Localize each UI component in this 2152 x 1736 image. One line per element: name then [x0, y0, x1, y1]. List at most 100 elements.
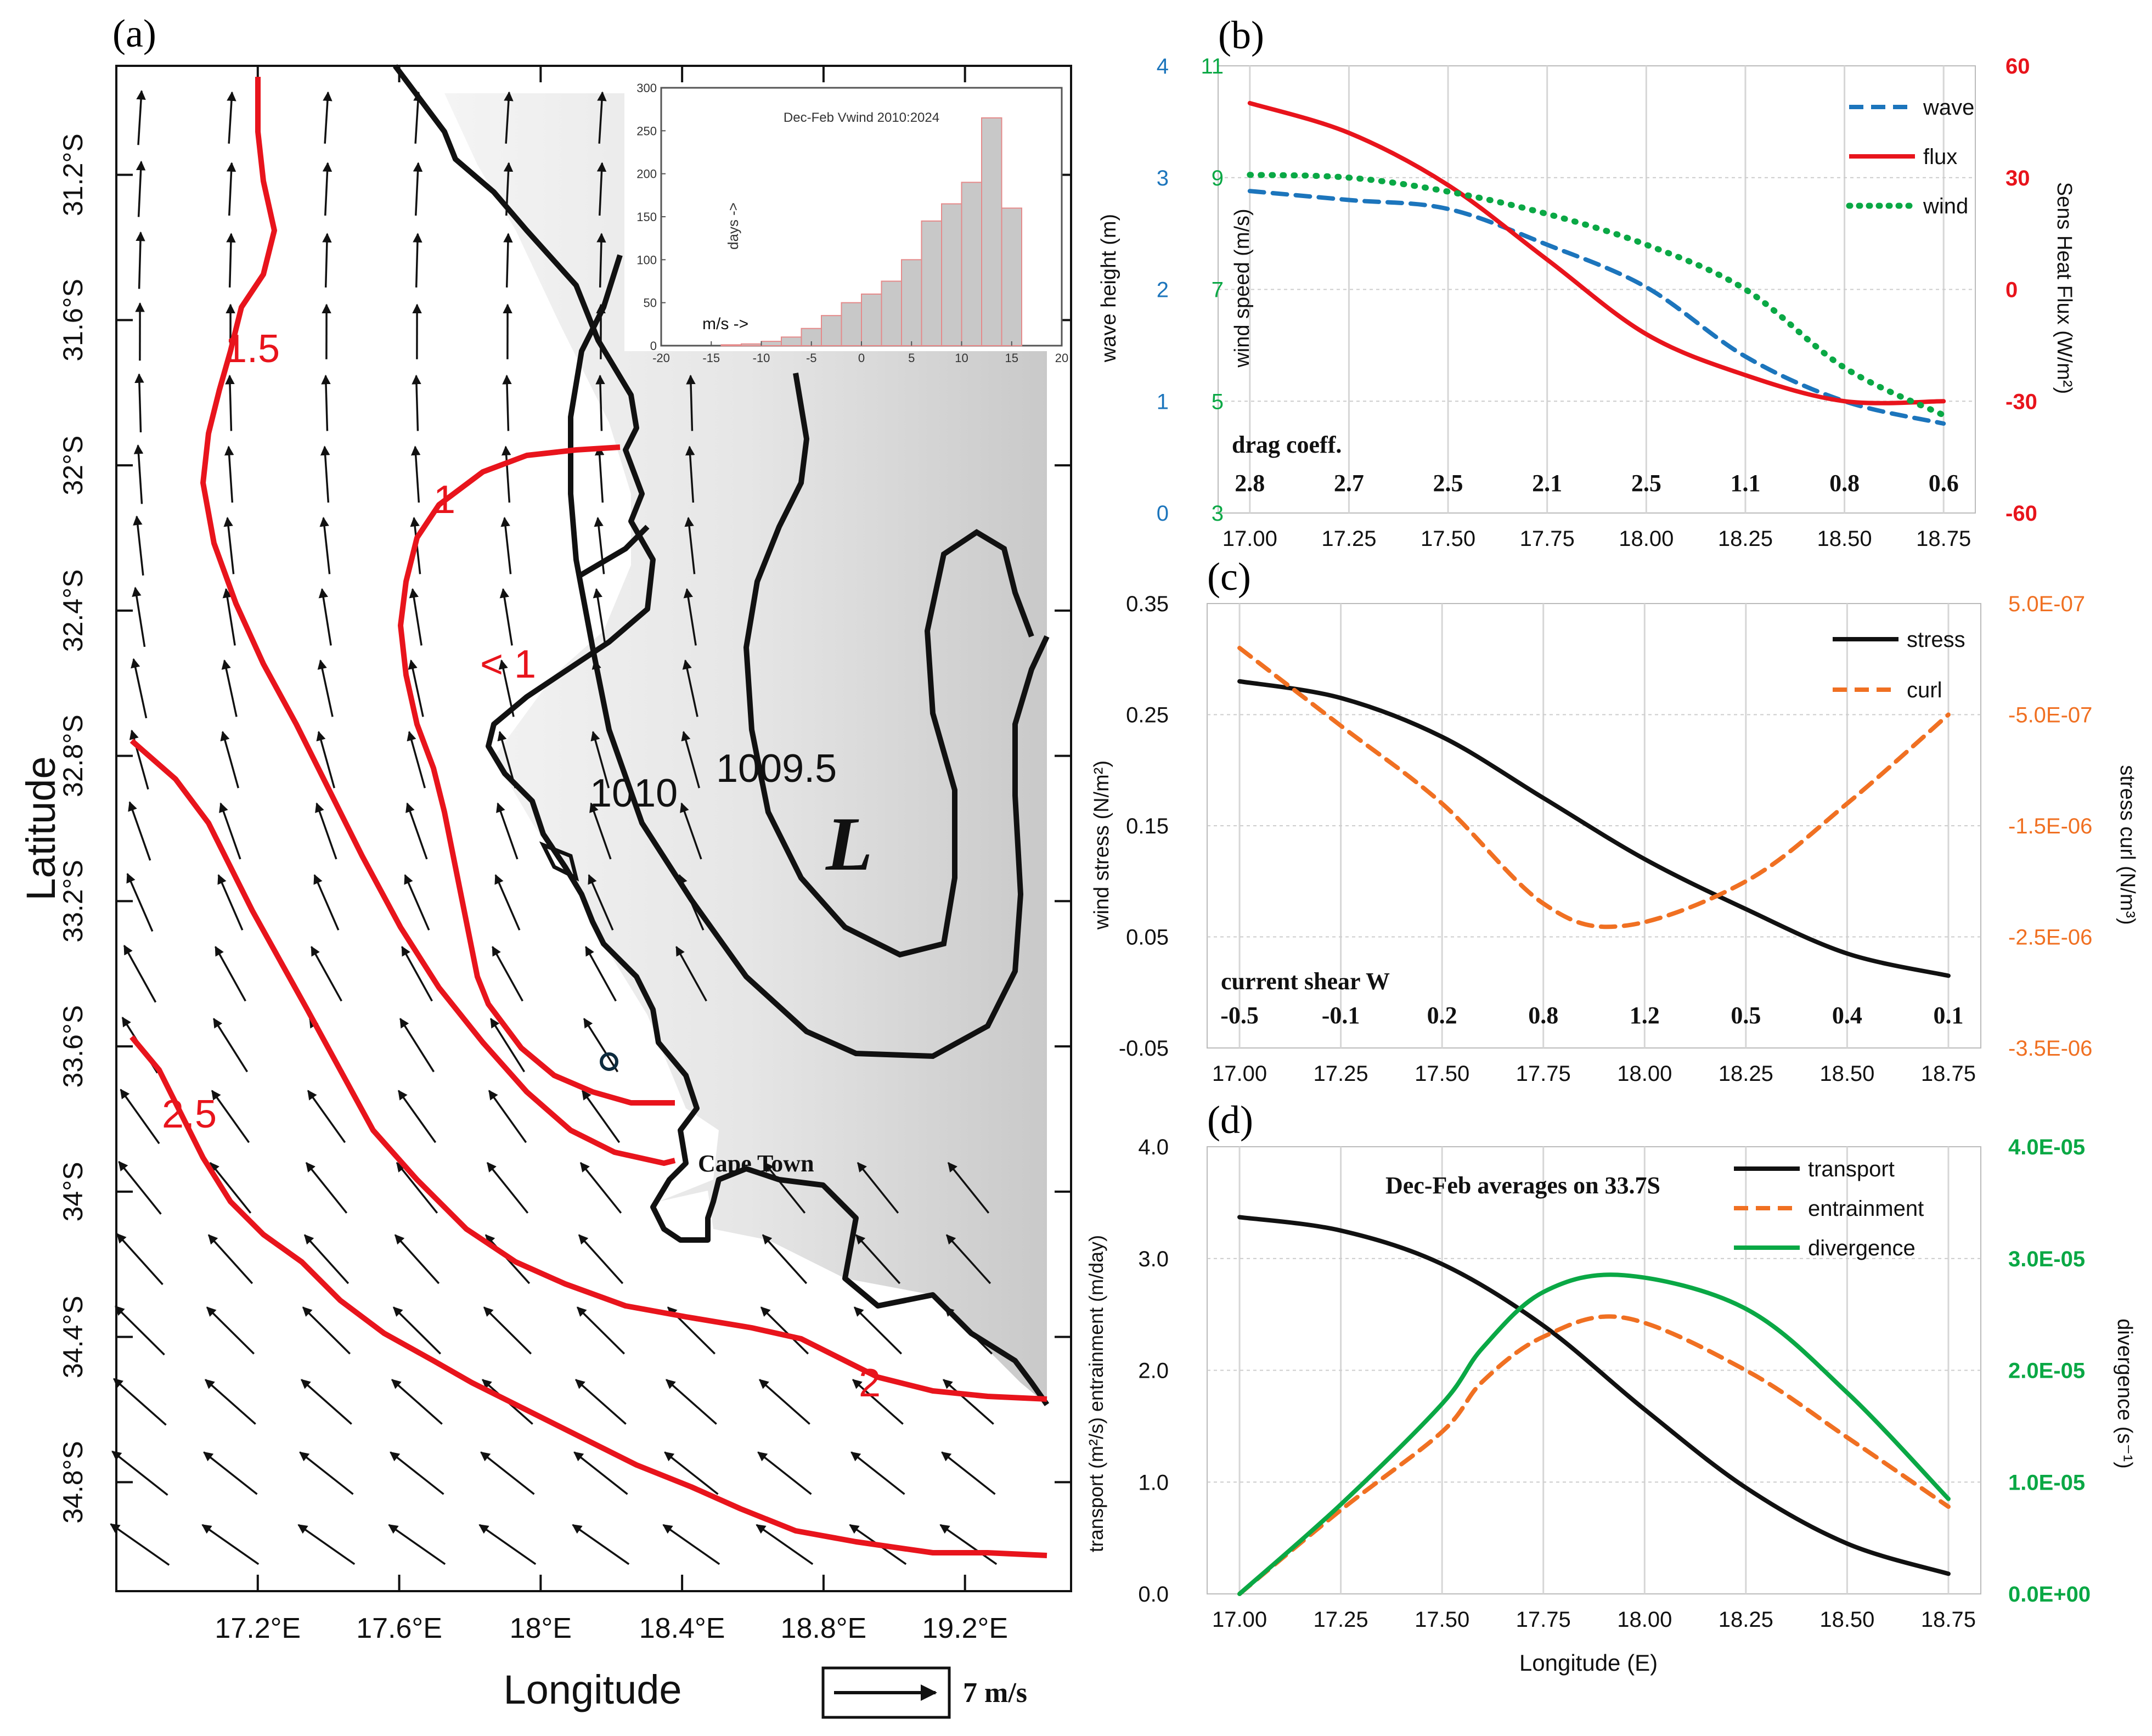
wind-vector: [297, 1524, 356, 1565]
b-xtick-label: 17.50: [1421, 527, 1475, 551]
c-ytick-left: 0.05: [1126, 926, 1169, 950]
wind-vector: [322, 162, 333, 216]
d-legend-label-entrainment: entrainment: [1808, 1197, 1924, 1221]
inset-xtick-label: 5: [908, 351, 915, 365]
wind-vector: [409, 588, 422, 646]
b-xtick-label: 17.25: [1321, 527, 1376, 551]
inset-xtick-label: -20: [652, 351, 670, 365]
d-title: Dec-Feb averages on 33.7S: [1385, 1172, 1660, 1199]
inset-xtick-label: 20: [1055, 351, 1068, 365]
wind-vector: [497, 731, 516, 788]
panel-label-d: (d): [1207, 1098, 1253, 1142]
map-ytick-label: 34°S: [58, 1162, 88, 1221]
wind-vector: [311, 946, 342, 1002]
inset-bar: [881, 280, 902, 346]
wind-vector: [299, 1451, 354, 1495]
wind-vector: [756, 1524, 814, 1565]
wind-vector: [498, 659, 515, 717]
b-ylabel-wind: wind speed (m/s): [1231, 208, 1254, 368]
b-ytick-right: -30: [2005, 390, 2037, 414]
wind-vector: [588, 874, 614, 931]
map-ylabel: Latitude: [18, 756, 64, 900]
inset-ytick-label: 200: [636, 167, 657, 181]
wind-vector: [408, 659, 424, 717]
b-ytick-right: 60: [2005, 54, 2030, 78]
wind-vector: [128, 801, 151, 861]
wind-vector: [575, 1379, 627, 1425]
contour-1: [398, 444, 675, 1106]
d-ytick-left: 2.0: [1138, 1359, 1169, 1383]
wind-vector: [941, 1451, 996, 1495]
map-xtick-label: 19.2°E: [922, 1613, 1008, 1644]
wind-vector: [212, 1018, 249, 1073]
d-xtick-label: 18.25: [1719, 1608, 1773, 1632]
d-xtick-label: 17.00: [1212, 1608, 1267, 1632]
b-series-flux: [1247, 100, 1946, 405]
inset-bar: [941, 203, 962, 346]
b-annotation-value: 0.6: [1929, 470, 1959, 497]
wind-vector: [134, 373, 144, 432]
wind-vector: [301, 1379, 352, 1425]
b-xtick-label: 17.00: [1223, 527, 1277, 551]
inset-ylabel: days ->: [725, 202, 741, 250]
inset-title: Dec-Feb Vwind 2010:2024: [784, 110, 939, 125]
inset-bar: [821, 315, 842, 347]
wind-vector: [405, 802, 428, 860]
b-annotation-value: 1.1: [1730, 470, 1760, 497]
ticks-b: 17.00 17.25 17.50 17.75 18.00 18.25 18.50 18.75…: [1157, 54, 2037, 551]
wind-vector: [211, 1090, 250, 1143]
wind-vector: [503, 233, 513, 288]
wind-vector: [578, 1234, 624, 1284]
legend-c: stress curl: [1833, 628, 1965, 702]
d-xtick-label: 17.25: [1314, 1608, 1368, 1632]
wind-vector: [483, 1306, 532, 1355]
wind-vector: [590, 731, 610, 788]
d-xtick-label: 18.75: [1921, 1608, 1976, 1632]
wind-vector: [945, 1234, 992, 1284]
map-xtick-label: 18.8°E: [781, 1613, 867, 1644]
inset-bar: [921, 220, 942, 347]
wind-vector: [499, 588, 513, 646]
d-ylabel-left: transport (m²/s) entrainment (m/day): [1085, 1235, 1107, 1552]
inset-bar: [981, 117, 1002, 346]
c-ytick-right: -2.5E-06: [2008, 926, 2092, 950]
wind-vector: [855, 1234, 901, 1284]
b-annotation-value: 2.1: [1532, 470, 1562, 497]
map-ytick-label: 34.4°S: [58, 1295, 88, 1378]
wind-vector: [407, 731, 426, 788]
grid-d: [1207, 1146, 1981, 1594]
wind-vector: [133, 515, 144, 576]
wind-vector: [131, 658, 148, 719]
wind-vector: [685, 446, 695, 503]
b-annotation-value: 2.7: [1334, 470, 1364, 497]
pressure-contour-1010-branch: [577, 525, 650, 579]
wind-vector: [675, 946, 707, 1002]
legend-b: wave flux wind: [1846, 95, 1974, 218]
c-ytick-left: 0.35: [1126, 592, 1169, 616]
contour-label-1-5: 1.5: [225, 327, 280, 371]
inset-xtick-label: 15: [1005, 351, 1018, 365]
wind-vector: [116, 1233, 164, 1286]
c-ytick-right: -1.5E-06: [2008, 814, 2092, 838]
wind-vector: [683, 588, 697, 646]
wind-vector: [401, 946, 433, 1002]
map-ytick-label: 32°S: [58, 436, 88, 495]
c-xtick-label: 17.00: [1212, 1062, 1267, 1086]
wind-vector: [219, 802, 241, 860]
wind-vector: [678, 874, 705, 931]
wind-vector: [136, 231, 145, 289]
wind-vector: [680, 802, 702, 860]
series-b: [1247, 100, 1947, 426]
wind-vector: [504, 91, 514, 144]
wind-vector: [132, 587, 146, 647]
wind-vector: [225, 374, 235, 431]
inset-xtick-label: -15: [702, 351, 720, 365]
wind-vector: [115, 1305, 165, 1356]
vector-key-label: 7 m/s: [963, 1677, 1027, 1709]
wind-vector: [579, 1162, 622, 1214]
d-series-transport: [1237, 1215, 1951, 1576]
wind-vector: [307, 1090, 346, 1143]
ticks-d: 17.00 17.25 17.50 17.75 18.00 18.25 18.50 18.75…: [1138, 1135, 2091, 1632]
b-ytick-left: 2: [1157, 278, 1169, 302]
wind-vector: [593, 588, 606, 646]
